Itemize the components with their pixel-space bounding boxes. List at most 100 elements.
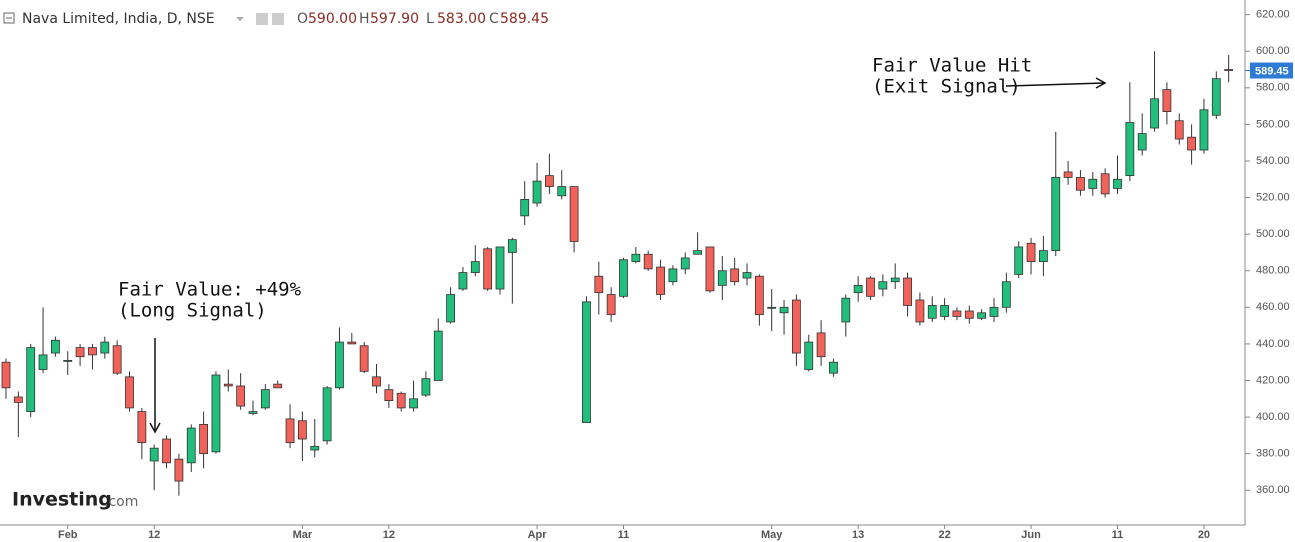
settings-icon[interactable] bbox=[256, 13, 268, 25]
candle-body bbox=[656, 266, 665, 295]
candle-body bbox=[26, 347, 36, 412]
candle-body bbox=[940, 305, 949, 317]
candle-body bbox=[619, 259, 628, 297]
last-price-tag bbox=[1250, 62, 1293, 79]
y-tick-label: 400.00 bbox=[1256, 411, 1290, 423]
candle-body bbox=[964, 310, 974, 319]
candle-body bbox=[483, 248, 493, 290]
candle-body bbox=[643, 253, 653, 270]
candle-body bbox=[409, 398, 418, 409]
candle-body bbox=[1051, 177, 1061, 252]
candle-body bbox=[1187, 136, 1196, 151]
candle-body bbox=[1150, 98, 1159, 129]
annotation-text: (Long Signal) bbox=[118, 300, 267, 322]
candle-body bbox=[557, 186, 567, 197]
candle-body bbox=[446, 294, 456, 323]
candle-body bbox=[606, 294, 616, 316]
candle-body bbox=[199, 423, 209, 455]
candle-body bbox=[730, 268, 740, 283]
x-tick-label: Mar bbox=[293, 529, 313, 541]
x-tick-label: 20 bbox=[1198, 529, 1210, 541]
candle-body bbox=[433, 330, 443, 381]
candle-body bbox=[137, 411, 147, 444]
candle-body bbox=[384, 389, 394, 402]
candle-body bbox=[520, 198, 530, 217]
candle-body bbox=[100, 341, 110, 354]
candle-body bbox=[1211, 78, 1221, 116]
candle-body bbox=[890, 277, 900, 283]
candle-body bbox=[470, 261, 480, 273]
candle-body bbox=[495, 246, 505, 290]
ohlc-key: H bbox=[359, 11, 370, 27]
candle-body bbox=[792, 299, 801, 354]
candle-body bbox=[63, 359, 73, 362]
ohlc-value: 597.90 bbox=[370, 11, 419, 27]
y-tick-label: 440.00 bbox=[1256, 338, 1290, 350]
candle-body bbox=[174, 458, 184, 482]
candle-body bbox=[335, 341, 344, 389]
candle-body bbox=[717, 270, 727, 286]
candle-body bbox=[458, 272, 468, 290]
candle-body bbox=[841, 297, 851, 323]
candle-body bbox=[1014, 246, 1024, 275]
candle-body bbox=[211, 374, 221, 453]
x-tick-label: 11 bbox=[1112, 529, 1124, 541]
candle-body bbox=[421, 378, 431, 396]
candle-body bbox=[767, 306, 777, 309]
candle-body bbox=[248, 411, 258, 414]
y-tick-label: 500.00 bbox=[1256, 228, 1290, 240]
candle-body bbox=[372, 376, 381, 387]
x-tick-label: Apr bbox=[528, 529, 548, 541]
x-tick-label: May bbox=[761, 529, 783, 541]
candle-body bbox=[754, 275, 764, 316]
annotation-text: (Exit Signal) bbox=[872, 76, 1021, 98]
collapse-icon[interactable] bbox=[3, 12, 15, 24]
y-tick-label: 540.00 bbox=[1256, 155, 1290, 167]
candle-body bbox=[1063, 171, 1073, 178]
candle-body bbox=[829, 361, 838, 374]
candle-body bbox=[1100, 173, 1110, 195]
y-tick-label: 580.00 bbox=[1256, 82, 1290, 94]
candle-body bbox=[51, 339, 60, 354]
candle-body bbox=[236, 385, 246, 407]
x-tick-label: 11 bbox=[618, 529, 630, 541]
candle-body bbox=[742, 272, 752, 279]
candle-body bbox=[989, 306, 999, 317]
candle-body bbox=[1039, 250, 1048, 262]
ohlc-value: 590.00 bbox=[308, 11, 357, 27]
candle-body bbox=[1076, 177, 1085, 191]
candle-body bbox=[260, 389, 270, 409]
candle-body bbox=[1026, 242, 1036, 262]
y-tick-label: 480.00 bbox=[1256, 265, 1290, 277]
eye-icon[interactable] bbox=[272, 13, 284, 25]
candle-body bbox=[1113, 178, 1122, 189]
y-tick-label: 420.00 bbox=[1256, 374, 1290, 386]
y-tick-label: 520.00 bbox=[1256, 191, 1290, 203]
candle-body bbox=[668, 268, 678, 283]
x-tick-label: Feb bbox=[58, 529, 78, 541]
candle-body bbox=[680, 257, 690, 270]
y-tick-label: 600.00 bbox=[1256, 45, 1290, 57]
dropdown-icon[interactable] bbox=[236, 17, 244, 21]
candle-body bbox=[915, 299, 925, 323]
candle-body bbox=[1224, 69, 1234, 71]
ohlc-key: O bbox=[297, 11, 308, 27]
candle-body bbox=[1001, 281, 1011, 308]
candle-body bbox=[359, 345, 369, 372]
candle-body bbox=[223, 383, 233, 387]
ohlc-value: 583.00 bbox=[437, 11, 486, 27]
candle-body bbox=[396, 392, 406, 409]
x-tick-label: 12 bbox=[148, 529, 160, 541]
candle-body bbox=[1162, 89, 1172, 112]
candle-body bbox=[297, 420, 307, 440]
y-tick-label: 620.00 bbox=[1256, 9, 1290, 21]
candle-body bbox=[545, 175, 554, 187]
candle-body bbox=[779, 306, 789, 314]
candle-body bbox=[927, 305, 937, 319]
logo-text: Investing bbox=[12, 489, 112, 511]
candle-body bbox=[878, 281, 888, 290]
candle-body bbox=[1088, 178, 1098, 189]
candle-body bbox=[285, 418, 295, 444]
